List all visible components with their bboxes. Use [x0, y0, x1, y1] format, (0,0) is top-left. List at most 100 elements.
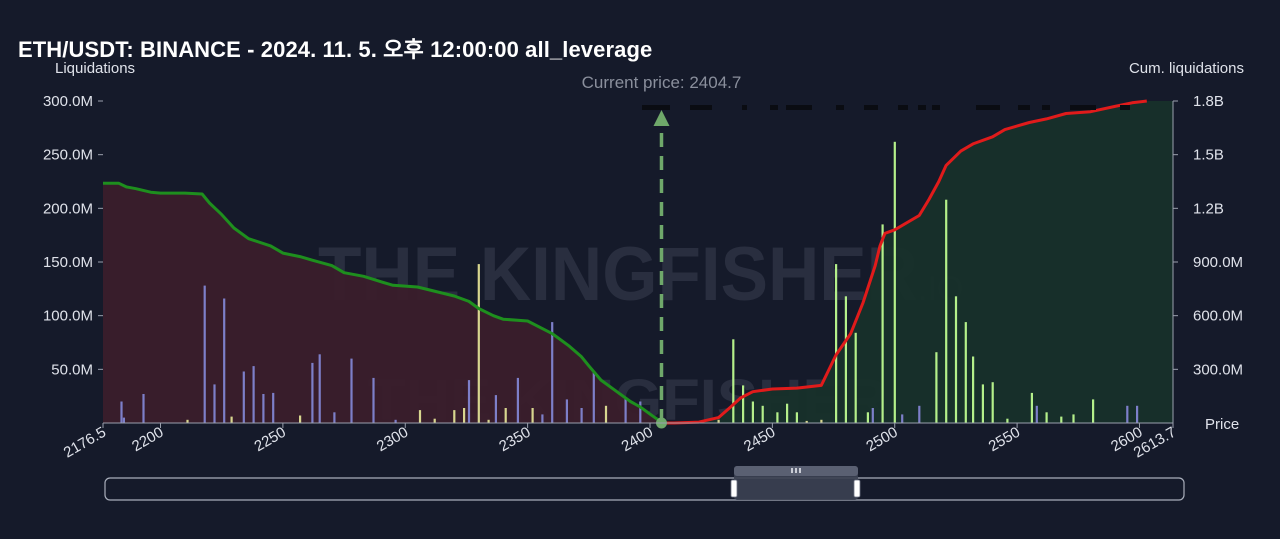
liquidation-bar	[252, 366, 255, 423]
cumulative-fills	[103, 101, 1173, 423]
liquidation-bar	[467, 380, 471, 423]
top-dash-segment	[786, 105, 812, 110]
liquidation-bar	[551, 322, 554, 423]
short-cumulative-area	[661, 101, 1173, 423]
x-tick-label: 2176.5	[61, 424, 109, 462]
liquidation-bar	[964, 322, 967, 423]
liquidation-bar	[954, 296, 958, 423]
liquidation-bar	[186, 419, 189, 423]
liquidation-bar	[494, 395, 497, 423]
liquidation-bar	[299, 415, 302, 423]
liquidation-bar	[541, 414, 544, 423]
liquidation-bar	[203, 285, 206, 423]
y-left-tick-label: 50.0M	[51, 361, 93, 378]
liquidation-bar	[453, 410, 456, 423]
liquidation-bar	[786, 403, 789, 423]
liquidation-bar	[972, 356, 975, 423]
liquidation-bar	[935, 352, 938, 423]
liquidation-bars	[120, 141, 1139, 424]
liquidation-bar	[1136, 405, 1139, 423]
liquidation-bar	[487, 419, 490, 423]
y-left-tick-label: 150.0M	[43, 254, 93, 271]
slider-left-handle[interactable]	[730, 479, 738, 498]
top-dash-segment	[642, 105, 670, 110]
liquidation-bar	[893, 141, 896, 424]
liquidation-bar	[504, 408, 507, 423]
liquidation-bar	[120, 401, 123, 423]
liquidation-bar	[516, 377, 519, 423]
liquidation-bar	[844, 296, 847, 423]
x-tick-label: 2550	[986, 424, 1023, 455]
liquidation-bar	[242, 371, 245, 423]
short-cumulative-line	[661, 99, 1147, 425]
slider-right-handle[interactable]	[853, 479, 861, 498]
liquidation-bar	[805, 420, 808, 423]
liquidation-bar	[1030, 392, 1033, 423]
liquidation-bar	[1045, 412, 1048, 423]
y-right-tick-label: 1.8B	[1193, 93, 1224, 110]
liquidation-bar	[592, 371, 595, 423]
liquidation-bar	[333, 412, 336, 423]
y-left-axis-title: Liquidations	[55, 60, 135, 77]
top-dash-segment	[976, 105, 1000, 110]
slider-track[interactable]	[104, 477, 1185, 501]
y-left-tick-label: 300.0M	[43, 93, 93, 110]
liquidation-bar	[742, 385, 745, 423]
liquidation-bar	[776, 412, 779, 423]
liquidation-bar	[142, 394, 145, 423]
top-dash-segment	[1070, 105, 1096, 110]
top-dash-segment	[1018, 105, 1030, 110]
long-cumulative-line	[103, 181, 663, 424]
y-left-tick-label: 200.0M	[43, 200, 93, 217]
liquidation-bar	[1060, 416, 1063, 423]
y-right-axis-title: Cum. liquidations	[1129, 60, 1244, 77]
liquidation-bar	[223, 298, 226, 423]
current-price-arrow	[653, 110, 670, 126]
liquidation-bar	[580, 408, 583, 423]
chart-title: ETH/USDT: BINANCE - 2024. 11. 5. 오후 12:0…	[18, 37, 653, 62]
liquidation-bar	[394, 419, 397, 423]
liquidation-bar	[477, 264, 480, 423]
liquidation-bar	[1006, 418, 1009, 423]
liquidation-bar	[751, 401, 754, 423]
liquidation-bar	[318, 354, 321, 423]
liquidation-bar	[717, 419, 720, 423]
liquidation-bar	[372, 377, 375, 423]
slider-grip	[795, 468, 797, 473]
slider-grip	[799, 468, 801, 473]
liquidation-bar	[463, 408, 466, 423]
top-dash-segment	[864, 105, 878, 110]
liquidation-bar	[350, 358, 353, 423]
current-price-label: Current price: 2404.7	[582, 73, 742, 92]
liquidation-bar	[418, 410, 422, 423]
liquidation-bar	[866, 412, 869, 423]
liquidation-bar	[1035, 405, 1038, 423]
liquidation-bar	[991, 382, 994, 423]
liquidation-bar	[639, 401, 642, 423]
liquidation-bar	[272, 392, 275, 423]
range-slider[interactable]	[104, 466, 1185, 501]
liquidation-bar	[230, 416, 233, 423]
liquidation-bar	[981, 384, 984, 423]
y-left-tick-label: 250.0M	[43, 147, 93, 164]
liquidation-bar	[732, 339, 735, 423]
liquidation-bar	[820, 419, 823, 423]
liquidation-bar	[1072, 414, 1075, 423]
cumulative-lines	[103, 99, 1147, 425]
liquidation-bar	[531, 408, 534, 423]
liquidation-bar	[871, 408, 874, 423]
y-right-tick-label: 300.0M	[1193, 361, 1243, 378]
liquidation-bar	[565, 399, 568, 423]
liquidation-bar	[918, 405, 921, 423]
top-dash-segment	[932, 105, 940, 110]
top-dash-segment	[898, 105, 908, 110]
liquidation-bar	[122, 417, 125, 423]
liquidation-bar	[1126, 405, 1129, 423]
liquidation-bar	[1092, 399, 1095, 423]
liquidation-bar	[604, 405, 608, 423]
liquidation-bar	[761, 405, 764, 423]
x-tick-label: 2200	[129, 424, 166, 455]
liquidation-bar	[433, 418, 436, 423]
current-price-marker: Current price: 2404.7	[582, 73, 1130, 429]
